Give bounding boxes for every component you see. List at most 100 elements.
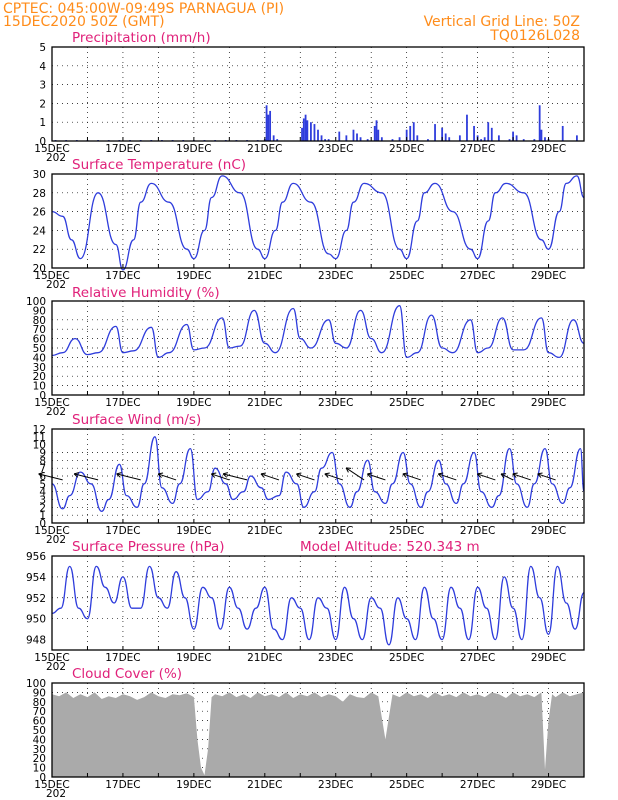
precip-bar [515, 135, 518, 141]
wind-arrow-head [367, 472, 373, 475]
y-tick-label: 60 [33, 334, 46, 346]
x-tick-label: 17DEC [105, 143, 140, 155]
x-tick-label: 21DEC [247, 779, 282, 791]
precip-bar [267, 114, 270, 141]
y-tick-label: 0 [39, 390, 46, 402]
x-year-fragment: 202 [46, 788, 66, 800]
wind-arrow-head [324, 473, 329, 478]
wind-arrow-head [324, 472, 330, 475]
wind-arrow-shaft [477, 473, 496, 481]
wind-arrow-head [116, 472, 122, 475]
wind-arrow-shaft [38, 473, 63, 481]
y-tick-label: 50 [33, 343, 46, 355]
precip-bar [338, 131, 341, 141]
y-tick-label: 100 [26, 296, 46, 308]
y-tick-label: 60 [33, 716, 46, 728]
x-tick-label: 25DEC [389, 270, 424, 282]
y-tick-label: 28 [33, 188, 46, 200]
precipitation-plot: 0 1 2 3 4 5 15DEC 17DEC 19DEC 21DEC 23DEC 25DEC 27DE… [34, 42, 585, 164]
y-tick-label: 30 [33, 362, 46, 374]
x-tick-label: 19DEC [176, 779, 211, 791]
x-tick-label: 15DEC [34, 652, 69, 664]
model-altitude-label: Model Altitude: 520.343 m [300, 539, 480, 555]
wind-arrow-shaft [438, 473, 457, 481]
x-tick-label: 17DEC [105, 525, 140, 537]
y-tick-label: 20 [33, 753, 46, 765]
y-tick-label: 0 [39, 136, 46, 148]
precip-bar [466, 114, 468, 141]
panel-title-precipitation: Precipitation (mm/h) [72, 30, 211, 46]
y-tick-label: 7 [39, 463, 46, 475]
x-tick-label: 15DEC [34, 143, 69, 155]
y-tick-label: 20 [33, 263, 46, 275]
y-tick-label: 30 [33, 744, 46, 756]
y-tick-label: 5 [39, 479, 46, 491]
x-tick-label: 29DEC [531, 779, 566, 791]
y-tick-label: 20 [33, 371, 46, 383]
y-tick-label: 2 [39, 502, 46, 514]
precip-bar [366, 139, 369, 141]
y-tick-label: 0 [39, 518, 46, 530]
precip-bar [497, 135, 500, 141]
x-tick-label: 27DEC [460, 779, 495, 791]
x-tick-label: 17DEC [105, 270, 140, 282]
y-tick-label: 26 [33, 207, 47, 219]
precip-bar [310, 122, 312, 141]
precip-bar [540, 129, 543, 141]
x-tick-label: 29DEC [531, 652, 566, 664]
wind-arrow-head [437, 473, 443, 478]
x-tick-label: 23DEC [318, 779, 353, 791]
wind-arrow-head [500, 473, 505, 479]
plot-frame [51, 173, 585, 269]
precip-bar [380, 137, 383, 141]
precip-bar [522, 139, 525, 141]
humidity-line [51, 305, 585, 359]
wind-arrow-head [296, 473, 301, 478]
wind-arrow-head [476, 473, 482, 478]
precip-bar [265, 105, 268, 141]
wind-arrow-head [296, 472, 302, 475]
wind-arrow-head [537, 472, 543, 475]
precip-bar [320, 135, 323, 141]
wind-arrow-head [157, 473, 162, 478]
x-year-fragment: 202 [46, 406, 66, 418]
y-tick-label: 90 [33, 687, 46, 699]
wind-arrow-head [210, 473, 216, 478]
x-tick-label: 23DEC [318, 652, 353, 664]
x-tick-label: 23DEC [318, 397, 353, 409]
y-tick-label: 50 [33, 725, 46, 737]
y-tick-label: 11 [33, 432, 46, 444]
panel-title-cloud-cover: Cloud Cover (%) [72, 666, 182, 682]
x-tick-label: 19DEC [176, 652, 211, 664]
precip-bar [317, 129, 319, 141]
x-tick-label: 15DEC [34, 779, 69, 791]
x-tick-label: 25DEC [389, 779, 424, 791]
x-tick-label: 27DEC [460, 397, 495, 409]
precip-bar [359, 137, 362, 141]
precip-bar [427, 139, 429, 141]
precip-bar [448, 137, 451, 141]
temperature-plot: 20 22 24 26 28 30 15DEC 17DEC 19DEC 21DEC 23DEC 25D… [33, 169, 585, 291]
wind-arrow-shaft [211, 473, 230, 481]
plot-frame [51, 555, 585, 651]
y-tick-label: 90 [33, 305, 46, 317]
wind-arrow-shaft [73, 473, 99, 481]
wind-arrow-head [260, 472, 266, 475]
wind-arrow-shaft [222, 473, 248, 481]
y-tick-label: 5 [39, 42, 46, 54]
precip-bar [301, 127, 303, 141]
precip-bar [441, 127, 444, 141]
x-tick-label: 27DEC [460, 270, 495, 282]
y-tick-label: 80 [33, 315, 46, 327]
precip-bar [391, 139, 394, 141]
y-tick-label: 4 [39, 61, 46, 73]
wind-arrow-head [158, 472, 164, 475]
x-tick-label: 29DEC [531, 397, 566, 409]
y-tick-label: 10 [33, 763, 46, 775]
y-tick-label: 8 [39, 455, 46, 467]
x-tick-label: 25DEC [389, 652, 424, 664]
